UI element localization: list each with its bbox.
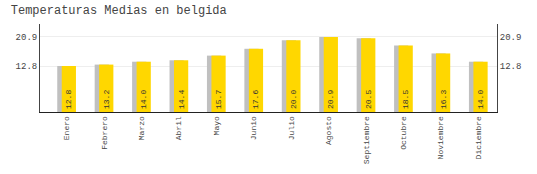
- svg-text:Junio: Junio: [249, 116, 258, 140]
- svg-text:Noviembre: Noviembre: [436, 116, 445, 159]
- svg-text:Febrero: Febrero: [100, 116, 109, 150]
- svg-text:20.9: 20.9: [500, 33, 522, 43]
- svg-text:14.0: 14.0: [476, 90, 485, 109]
- svg-text:12.8: 12.8: [16, 62, 38, 72]
- svg-text:Marzo: Marzo: [137, 116, 146, 140]
- svg-text:18.5: 18.5: [401, 90, 410, 109]
- svg-text:15.7: 15.7: [214, 90, 223, 109]
- svg-text:Mayo: Mayo: [212, 116, 221, 135]
- svg-text:14.0: 14.0: [139, 90, 148, 109]
- svg-text:Septiembre: Septiembre: [362, 116, 371, 164]
- svg-text:12.8: 12.8: [64, 90, 73, 109]
- svg-text:Octubre: Octubre: [399, 116, 408, 150]
- svg-text:20.5: 20.5: [364, 90, 373, 109]
- svg-text:Agosto: Agosto: [324, 116, 333, 145]
- svg-text:Julio: Julio: [287, 116, 296, 140]
- svg-text:17.6: 17.6: [251, 90, 260, 109]
- svg-text:Abril: Abril: [174, 116, 183, 140]
- svg-text:14.4: 14.4: [177, 90, 186, 109]
- svg-text:12.8: 12.8: [500, 62, 522, 72]
- svg-text:20.9: 20.9: [326, 90, 335, 109]
- svg-text:20.9: 20.9: [16, 33, 38, 43]
- svg-text:16.3: 16.3: [439, 90, 448, 109]
- svg-text:20.0: 20.0: [289, 90, 298, 109]
- svg-text:Diciembre: Diciembre: [474, 116, 483, 159]
- svg-text:Temperaturas Medias en belgida: Temperaturas Medias en belgida: [11, 4, 227, 18]
- svg-text:13.2: 13.2: [102, 90, 111, 109]
- svg-text:Enero: Enero: [62, 116, 71, 140]
